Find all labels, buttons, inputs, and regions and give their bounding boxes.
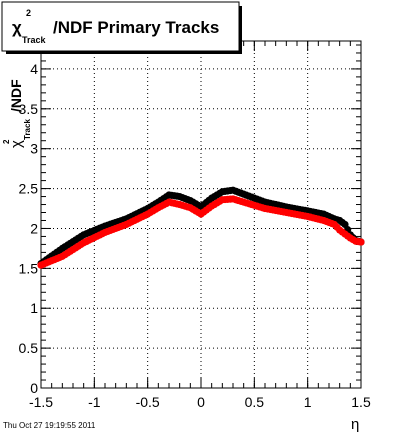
y-tick-label: 2.5 — [19, 181, 39, 197]
title-text: /NDF Primary Tracks — [53, 18, 219, 37]
x-tick-label: 1 — [304, 394, 312, 410]
ylabel-subscript: Track — [23, 119, 32, 140]
y-tick-label: 3.5 — [19, 101, 39, 117]
title-box: χ 2 Track /NDF Primary Tracks — [1, 1, 242, 54]
y-tick-label: 1.5 — [19, 260, 39, 276]
x-tick-label: -0.5 — [136, 394, 160, 410]
y-tick-label: 2 — [30, 220, 38, 236]
y-tick-label: 0 — [30, 380, 38, 396]
series-1 — [37, 195, 365, 269]
title-subscript: Track — [22, 35, 47, 45]
y-tick-label: 3 — [30, 141, 38, 157]
title-superscript: 2 — [26, 8, 31, 18]
data-point — [357, 238, 365, 246]
x-tick-label: 0 — [197, 394, 205, 410]
x-tick-label: -1 — [88, 394, 101, 410]
grid-layer — [41, 41, 361, 388]
timestamp: Thu Oct 27 19:19:55 2011 — [3, 421, 96, 430]
y-tick-label: 1 — [30, 300, 38, 316]
y-axis-label: χ 2 Track /NDF — [2, 79, 32, 148]
series-0 — [37, 186, 365, 268]
y-tick-label: 4 — [30, 61, 38, 77]
points-layer — [37, 186, 365, 269]
x-tick-label: 0.5 — [245, 394, 265, 410]
y-tick-label: 0.5 — [19, 340, 39, 356]
ylabel-text: /NDF — [8, 79, 24, 112]
title-chi: χ — [12, 18, 22, 37]
x-tick-label: 1.5 — [351, 394, 371, 410]
ylabel-superscript: 2 — [2, 139, 11, 144]
ticks-layer: -1.5 -1 -0.5 0 0.5 1 1.5 0 0.5 1 1.5 2 2.5 3 3.5 4 — [19, 41, 371, 410]
x-tick-label: -1.5 — [29, 394, 53, 410]
x-axis-label: η — [351, 416, 359, 433]
ylabel-chi: χ — [8, 140, 25, 148]
